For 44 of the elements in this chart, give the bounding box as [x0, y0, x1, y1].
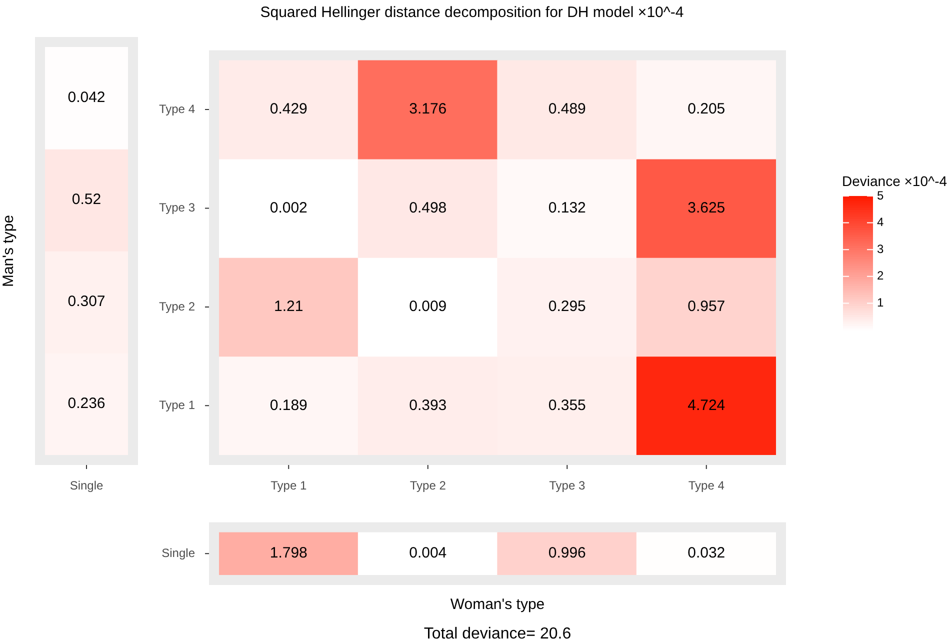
data-label: 0.236	[68, 395, 106, 412]
x-tick-label: Type 4	[688, 478, 725, 493]
y-tick-label: Type 2	[158, 299, 196, 314]
data-label: 0.393	[409, 396, 447, 414]
data-label: 0.205	[688, 100, 726, 118]
data-label: 0.429	[270, 100, 308, 118]
text: Total deviance= 20.6	[424, 625, 572, 642]
data-label: 0.189	[270, 396, 308, 414]
data-label: 0.307	[68, 293, 106, 310]
data-label: 0.002	[270, 199, 308, 216]
data-label: 0.009	[409, 298, 447, 316]
y-tick-label: Single	[162, 546, 196, 560]
data-label: 0.132	[548, 199, 586, 216]
y-tick-label: Type 4	[158, 102, 196, 116]
x-tick-label: Type 1	[270, 478, 307, 493]
color-bar-title: Deviance ×10^-4	[842, 173, 948, 189]
y-tick-label: Type 3	[158, 200, 196, 215]
data-label: 0.996	[548, 544, 586, 562]
data-label: 3.625	[688, 199, 726, 216]
data-label: 0.52	[72, 191, 102, 208]
data-label: 0.295	[548, 298, 586, 316]
x-axis-title: Woman's type	[450, 596, 545, 614]
x-tick-label: Type 3	[549, 478, 586, 493]
chart-title: Squared Hellinger distance decomposition for DH model ×10^-4	[259, 4, 685, 21]
data-label: 0.355	[548, 396, 586, 414]
data-label: 0.957	[688, 298, 726, 316]
data-label: 1.21	[274, 298, 304, 316]
data-label: 0.032	[688, 544, 726, 562]
data-label: 3.176	[409, 100, 447, 118]
color-bar-label: 1	[877, 296, 884, 310]
data-label: 0.489	[548, 100, 586, 118]
data-label: 0.042	[68, 89, 106, 106]
color-bar-label: 3	[877, 242, 884, 256]
y-tick-label: Type 1	[158, 398, 196, 412]
y-axis-title: Man's type	[0, 214, 18, 288]
data-label: 0.498	[409, 199, 447, 216]
color-bar-label: 5	[877, 188, 884, 202]
x-tick-label: Type 2	[410, 478, 446, 493]
data-label: 0.004	[409, 544, 447, 562]
color-bar-label: 2	[877, 268, 884, 283]
x-tick-label: Single	[70, 478, 104, 493]
data-label: 1.798	[270, 544, 308, 562]
data-label: 4.724	[688, 396, 726, 414]
color-bar-label: 4	[877, 215, 884, 230]
